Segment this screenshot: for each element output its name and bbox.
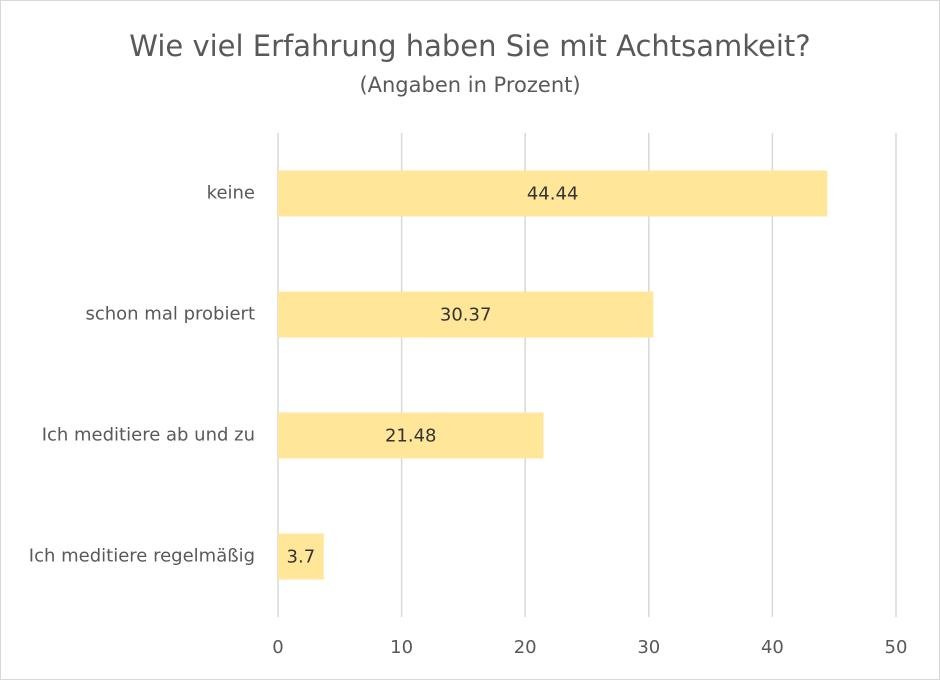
y-tick-label: keine [207,183,255,204]
x-tick-label: 20 [514,637,537,658]
bar [278,412,544,459]
y-tick-label: Ich meditiere ab und zu [42,425,255,446]
x-tick-label: 40 [761,637,784,658]
data-label: 3.7 [287,547,316,568]
y-tick-label: Ich meditiere regelmäßig [29,546,255,567]
x-tick-label: 0 [272,637,283,658]
y-tick-label: schon mal probiert [85,304,255,325]
chart-title: Wie viel Erfahrung haben Sie mit Achtsam… [129,29,810,63]
chart-subtitle: (Angaben in Prozent) [359,73,580,97]
x-tick-label: 50 [885,637,908,658]
data-label: 44.44 [527,184,579,205]
data-label: 21.48 [385,426,437,447]
bar [278,533,324,580]
x-tick-label: 30 [637,637,660,658]
data-label: 30.37 [440,305,492,326]
x-tick-label: 10 [390,637,413,658]
bar [278,291,654,338]
bar [278,170,828,217]
